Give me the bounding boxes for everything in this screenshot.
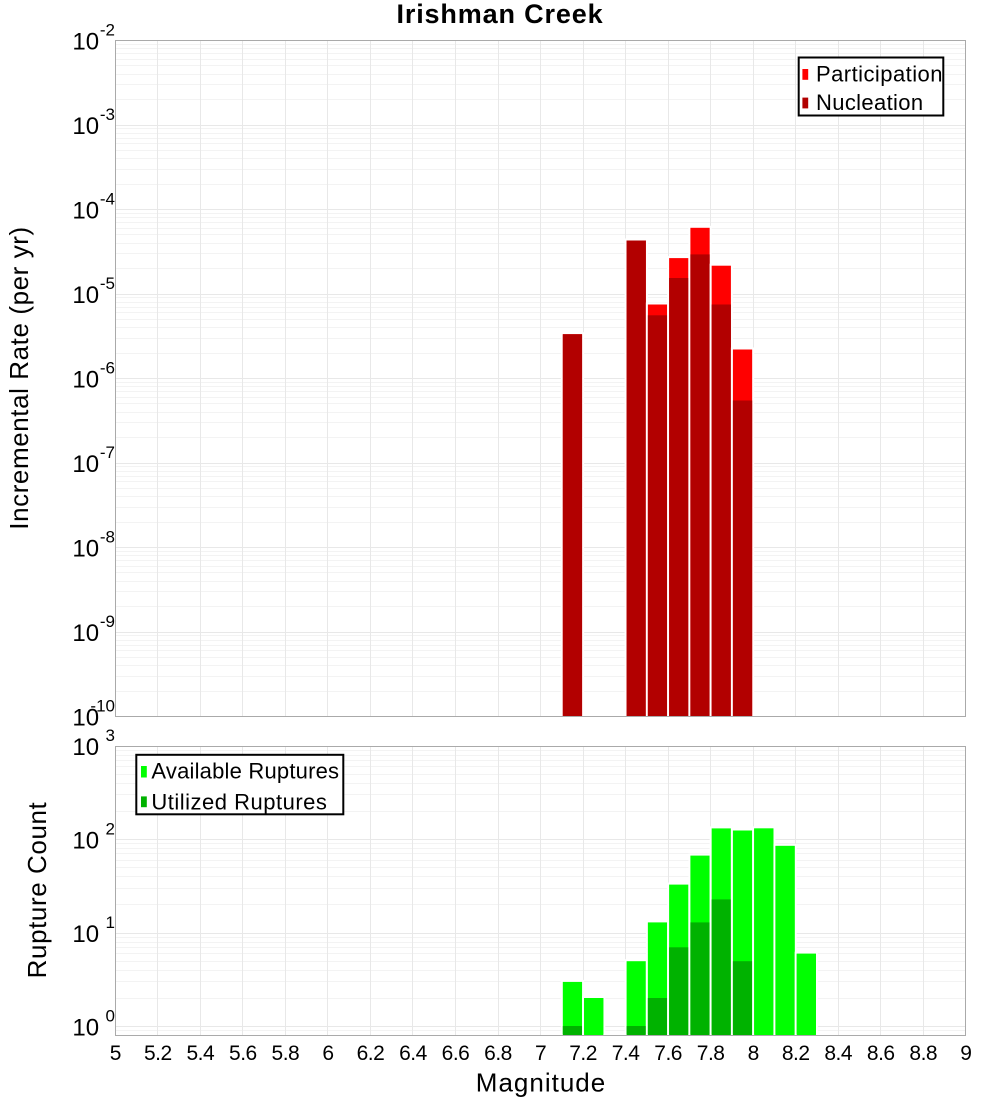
svg-text:1: 1 [106,913,115,932]
svg-text:Irishman Creek: Irishman Creek [397,0,604,29]
svg-text:Incremental Rate (per yr): Incremental Rate (per yr) [4,226,34,529]
svg-text:-10: -10 [90,696,115,715]
svg-text:10: 10 [72,827,99,854]
svg-text:5.2: 5.2 [144,1042,172,1065]
svg-text:Magnitude: Magnitude [476,1068,606,1098]
svg-text:-3: -3 [100,105,115,124]
svg-text:7: 7 [535,1042,546,1065]
svg-text:-8: -8 [100,527,115,546]
svg-text:10: 10 [72,1014,99,1041]
svg-text:Participation: Participation [816,61,943,86]
svg-text:8.8: 8.8 [909,1042,937,1065]
svg-text:6.4: 6.4 [399,1042,428,1065]
svg-text:10: 10 [72,704,99,731]
svg-text:8.4: 8.4 [824,1042,853,1065]
svg-text:6.6: 6.6 [442,1042,470,1065]
svg-text:7.2: 7.2 [569,1042,597,1065]
svg-text:3: 3 [106,726,115,745]
svg-text:Rupture Count: Rupture Count [22,801,52,978]
svg-text:5.4: 5.4 [186,1042,215,1065]
svg-text:2: 2 [106,819,115,838]
svg-text:10: 10 [72,28,99,55]
svg-text:10: 10 [72,620,99,647]
svg-text:-2: -2 [100,20,115,39]
svg-text:10: 10 [72,113,99,140]
svg-text:7.6: 7.6 [654,1042,682,1065]
svg-text:Available Ruptures: Available Ruptures [151,759,339,784]
svg-text:9: 9 [960,1042,971,1065]
svg-text:10: 10 [72,366,99,393]
svg-text:10: 10 [72,921,99,948]
svg-text:5: 5 [110,1042,121,1065]
svg-text:6: 6 [322,1042,333,1065]
svg-text:6.8: 6.8 [484,1042,512,1065]
svg-text:5.6: 5.6 [229,1042,257,1065]
svg-text:8.2: 8.2 [782,1042,810,1065]
svg-text:7.8: 7.8 [697,1042,725,1065]
svg-text:-7: -7 [100,443,115,462]
svg-text:8: 8 [748,1042,759,1065]
svg-text:-4: -4 [100,189,115,208]
svg-text:-5: -5 [100,274,115,293]
svg-text:8.6: 8.6 [867,1042,895,1065]
svg-text:10: 10 [72,734,99,761]
svg-text:6.2: 6.2 [357,1042,385,1065]
svg-text:-9: -9 [100,612,115,631]
svg-text:0: 0 [106,1006,115,1025]
svg-text:10: 10 [72,451,99,478]
svg-text:5.8: 5.8 [272,1042,300,1065]
svg-text:7.4: 7.4 [612,1042,641,1065]
svg-text:10: 10 [72,535,99,562]
svg-text:-6: -6 [100,358,115,377]
svg-text:Nucleation: Nucleation [816,90,923,115]
svg-text:10: 10 [72,197,99,224]
svg-text:Utilized Ruptures: Utilized Ruptures [151,790,327,815]
svg-text:10: 10 [72,282,99,309]
